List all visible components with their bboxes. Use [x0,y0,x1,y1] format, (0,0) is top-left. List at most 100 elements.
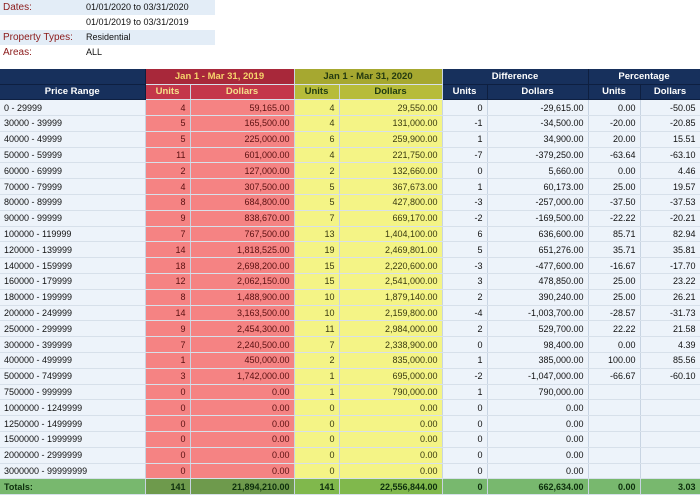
totals-row: Totals: 141 21,894,210.00 141 22,556,844… [0,478,700,495]
units-percentage-cell: -22.22 [588,210,641,227]
units-2019-cell: 8 [145,194,191,211]
dollars-2020-cell: 1,404,100.00 [339,226,443,243]
units-2020-cell: 0 [294,399,340,417]
dollars-difference-cell: 0.00 [487,399,589,417]
table-row: 0 - 29999 4 59,165.00 4 29,550.00 0 -29,615.00… [0,99,700,117]
dollars-percentage-cell: 82.94 [640,226,700,243]
column-header-dollars-2019[interactable]: Dollars [190,84,295,101]
dollars-2020-cell: 0.00 [339,399,443,417]
table-row: 120000 - 139999 14 1,818,525.00 19 2,469,801… [0,241,700,259]
units-2019-cell: 7 [145,226,191,243]
dollars-difference-cell: 390,240.00 [487,289,589,306]
dollars-percentage-cell: -31.73 [640,305,700,322]
dollars-2020-cell: 2,469,801.00 [339,241,443,259]
units-percentage-cell: 35.71 [588,241,641,259]
units-percentage-cell: 25.00 [588,289,641,306]
filter-value: 01/01/2020 to 03/31/2020 [86,2,189,12]
units-percentage-cell [588,431,641,448]
dollars-percentage-cell: -60.10 [640,368,700,385]
table-row: 100000 - 119999 7 767,500.00 13 1,404,100.00… [0,226,700,243]
column-header-units-2020[interactable]: Units [294,84,340,101]
table-row: 1000000 - 1249999 0 0.00 0 0.00 0 0.00 [0,399,700,417]
column-header-dollars-percentage[interactable]: Dollars [640,84,700,101]
dollars-2019-cell: 2,698,200.00 [190,257,295,275]
dollars-percentage-cell: 15.51 [640,131,700,148]
dollars-difference-cell: 636,600.00 [487,226,589,243]
dollars-2019-cell: 0.00 [190,399,295,417]
units-difference-cell: -3 [442,194,488,211]
units-difference-cell: 0 [442,463,488,480]
dollars-2019-cell: 3,163,500.00 [190,305,295,322]
dollars-2020-cell: 835,000.00 [339,352,443,369]
units-2019-cell: 3 [145,368,191,385]
units-difference-cell: -2 [442,368,488,385]
price-range-cell: 500000 - 749999 [0,368,146,385]
price-range-cell: 40000 - 49999 [0,131,146,148]
units-percentage-cell: 0.00 [588,336,641,354]
totals-dollars-2020: 22,556,844.00 [339,478,443,495]
units-2019-cell: 0 [145,431,191,448]
units-2019-cell: 5 [145,115,191,132]
units-2019-cell: 18 [145,257,191,275]
dollars-percentage-cell: 19.57 [640,178,700,196]
price-range-cell: 400000 - 499999 [0,352,146,369]
dollars-2019-cell: 0.00 [190,415,295,433]
units-percentage-cell: 100.00 [588,352,641,369]
dollars-difference-cell: 0.00 [487,463,589,480]
dollars-difference-cell: -34,500.00 [487,115,589,132]
table-row: 750000 - 999999 0 0.00 1 790,000.00 1 790,000.… [0,384,700,401]
units-difference-cell: -4 [442,305,488,322]
table-row: 3000000 - 99999999 0 0.00 0 0.00 0 0.00 [0,463,700,480]
dollars-2019-cell: 1,488,900.00 [190,289,295,306]
column-header-units-2019[interactable]: Units [145,84,191,101]
dollars-2019-cell: 601,000.00 [190,147,295,164]
units-2019-cell: 5 [145,131,191,148]
units-percentage-cell: -66.67 [588,368,641,385]
group-header-difference: Difference [442,69,589,85]
column-header-dollars-difference[interactable]: Dollars [487,84,589,101]
dollars-2020-cell: 0.00 [339,415,443,433]
units-difference-cell: 1 [442,352,488,369]
price-range-cell: 200000 - 249999 [0,305,146,322]
column-header-units-percentage[interactable]: Units [588,84,641,101]
units-2019-cell: 7 [145,336,191,354]
group-header-percentage: Percentage [588,69,700,85]
table-row: 40000 - 49999 5 225,000.00 6 259,900.00 1 34,9… [0,131,700,148]
price-range-cell: 0 - 29999 [0,99,146,117]
dollars-2020-cell: 0.00 [339,431,443,448]
totals-units-difference: 0 [442,478,488,495]
table-row: 160000 - 179999 12 2,062,150.00 15 2,541,000… [0,273,700,290]
table-row: 90000 - 99999 9 838,670.00 7 669,170.00 -2 -16… [0,210,700,227]
filter-value: ALL [86,47,103,57]
column-header-price-range[interactable]: Price Range [0,84,146,101]
units-2019-cell: 14 [145,305,191,322]
units-2020-cell: 1 [294,368,340,385]
totals-units-2019: 141 [145,478,191,495]
dollars-percentage-cell [640,399,700,417]
units-difference-cell: 6 [442,226,488,243]
price-range-cell: 750000 - 999999 [0,384,146,401]
dollars-difference-cell: 478,850.00 [487,273,589,290]
units-2020-cell: 15 [294,257,340,275]
price-range-comparison-table: Jan 1 - Mar 31, 2019 Jan 1 - Mar 31, 202… [0,69,700,495]
price-range-cell: 50000 - 59999 [0,147,146,164]
price-range-cell: 1250000 - 1499999 [0,415,146,433]
dollars-2020-cell: 1,879,140.00 [339,289,443,306]
dollars-percentage-cell [640,463,700,480]
column-header-units-difference[interactable]: Units [442,84,488,101]
dollars-percentage-cell: -50.05 [640,99,700,117]
dollars-2019-cell: 0.00 [190,463,295,480]
units-percentage-cell: 22.22 [588,320,641,338]
dollars-difference-cell: 98,400.00 [487,336,589,354]
units-2020-cell: 5 [294,178,340,196]
units-2020-cell: 4 [294,99,340,117]
dollars-2020-cell: 0.00 [339,463,443,480]
dollars-difference-cell: 651,276.00 [487,241,589,259]
units-2020-cell: 10 [294,305,340,322]
units-2019-cell: 14 [145,241,191,259]
column-header-dollars-2020[interactable]: Dollars [339,84,443,101]
price-range-cell: 180000 - 199999 [0,289,146,306]
dollars-percentage-cell: 23.22 [640,273,700,290]
units-percentage-cell [588,399,641,417]
dollars-2020-cell: 132,660.00 [339,162,443,180]
